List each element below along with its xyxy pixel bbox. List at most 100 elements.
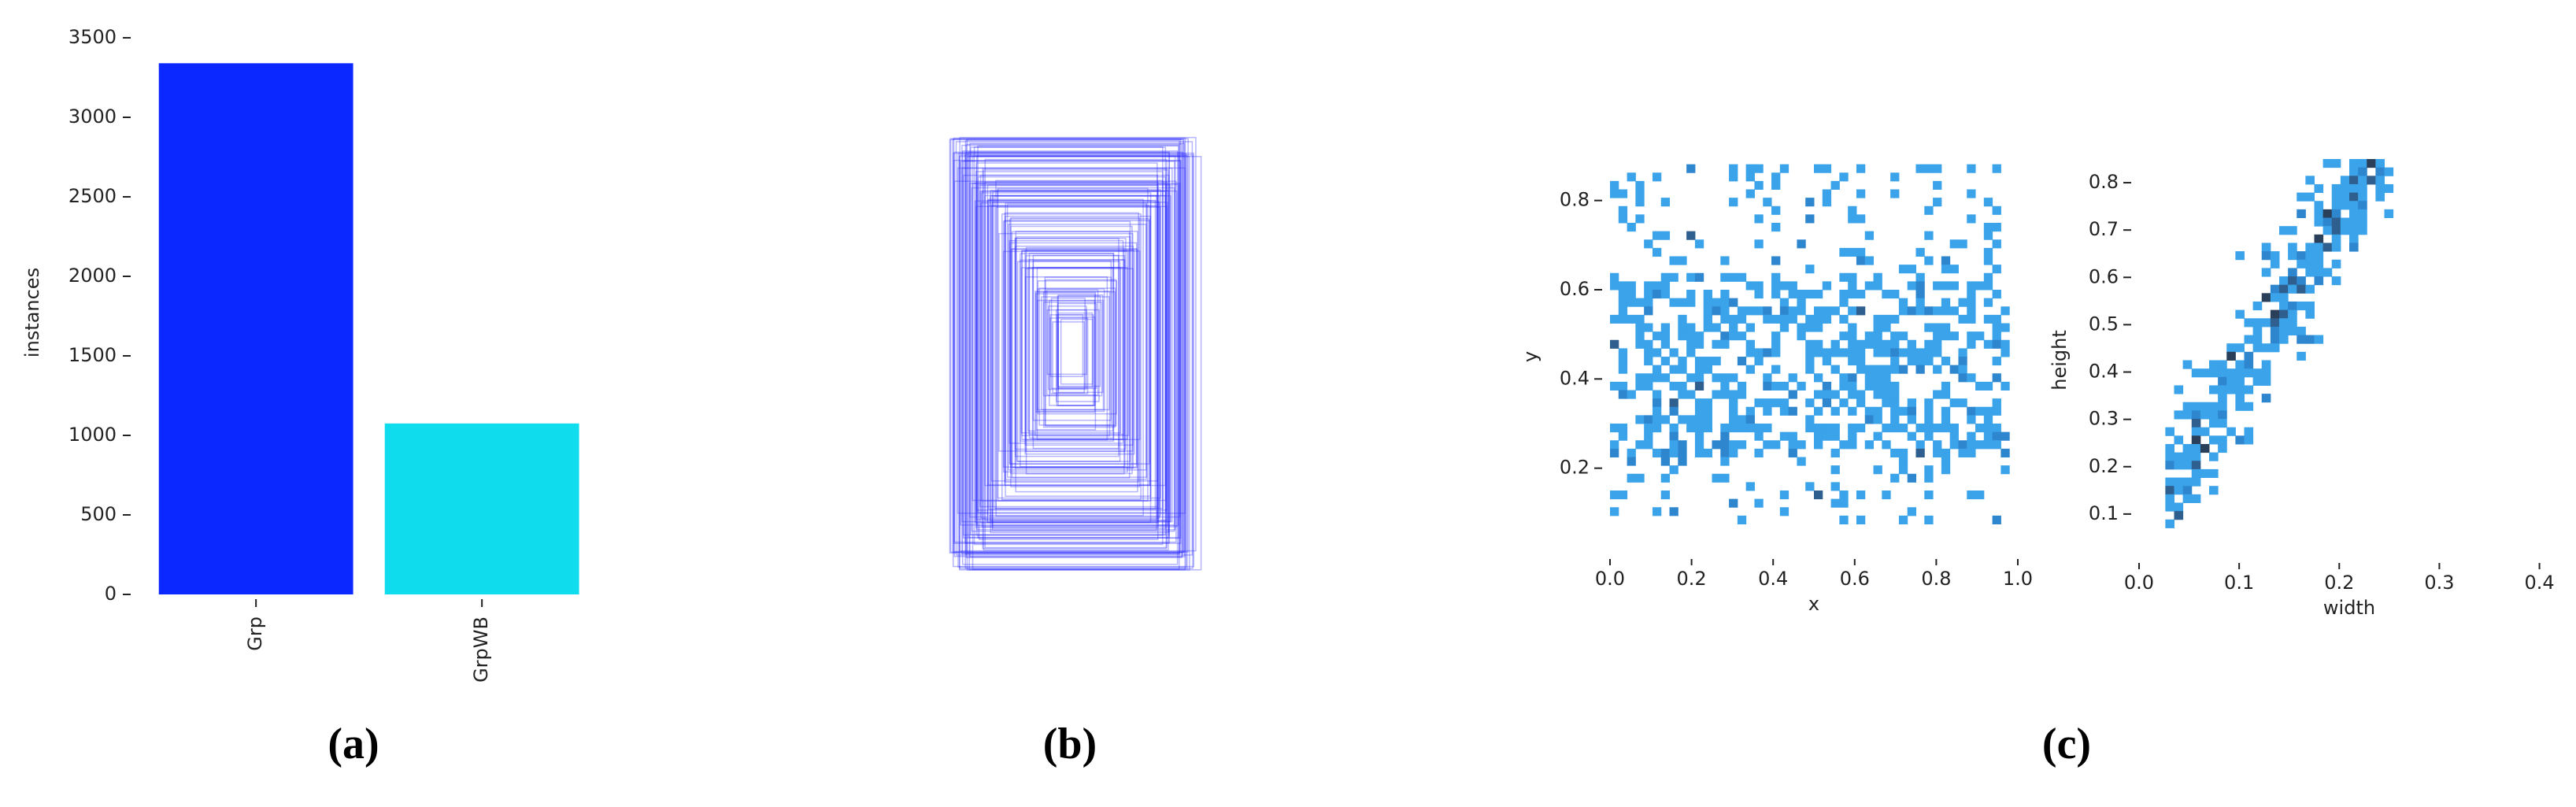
hist-cell — [1873, 314, 1882, 324]
hist-cell — [1856, 490, 1866, 500]
box-outline — [961, 150, 1179, 565]
hist-cell — [1839, 490, 1849, 500]
box-outline — [1017, 261, 1121, 462]
hist-cell — [1720, 440, 1730, 450]
box-outline — [953, 159, 1182, 544]
hist-cell — [2297, 251, 2306, 261]
hist-cell — [1686, 424, 1696, 433]
box-outline — [997, 187, 1149, 502]
box-outline — [970, 146, 1167, 535]
box-outline — [1042, 302, 1103, 397]
hist-cell — [2331, 259, 2341, 268]
hist-cell — [1678, 448, 1687, 457]
hist-cell — [1830, 448, 1840, 457]
hist-cell — [2349, 242, 2359, 252]
hist-cell — [1694, 415, 1704, 424]
box-outline — [975, 205, 1168, 511]
hist-cell — [1992, 406, 2001, 416]
hist-cell — [1771, 398, 1781, 408]
box-outline — [960, 160, 1175, 526]
hist-cell — [1644, 339, 1653, 349]
hist-cell — [1703, 398, 1712, 408]
hist-cell — [1890, 357, 1900, 366]
hist-cell — [2358, 217, 2367, 227]
hist-cell — [2000, 431, 2010, 441]
x-tick-label: 0.6 — [1840, 568, 1870, 590]
hist-cell — [1805, 398, 1815, 408]
box-outline — [998, 232, 1134, 452]
hist-cell — [1890, 381, 1900, 391]
hist-cell — [1644, 323, 1653, 332]
hist-cell — [1805, 348, 1815, 357]
hist-cell — [1830, 365, 1840, 374]
hist-cell — [2340, 192, 2350, 202]
y-tick-label: 3000 — [68, 106, 117, 128]
hist-cell — [1627, 448, 1636, 457]
hist-cell — [1898, 448, 1908, 457]
hist-cell — [1822, 424, 1832, 433]
hist-cell — [2165, 452, 2174, 461]
hist-cell — [2235, 368, 2245, 378]
hist-cell — [1712, 339, 1721, 349]
hist-cell — [1890, 448, 1900, 457]
hist-cell — [1737, 306, 1747, 316]
hist-cell — [1660, 490, 1671, 500]
box-outline — [949, 139, 1184, 554]
hist-cell — [1737, 272, 1747, 282]
hist-cell — [1745, 348, 1755, 357]
box-outline — [992, 191, 1167, 530]
box-outline — [1031, 266, 1128, 440]
hist-cell — [2165, 486, 2174, 495]
hist-cell — [1644, 415, 1653, 424]
hist-cell — [1864, 440, 1875, 450]
hist-cell — [1848, 424, 1857, 433]
hist-cell — [2331, 217, 2341, 227]
hist-cell — [2322, 217, 2333, 227]
box-outline — [1057, 312, 1094, 388]
hist-cell — [1627, 473, 1636, 483]
hist-cell — [1882, 290, 1891, 299]
hist-cell — [1720, 373, 1730, 383]
hist-cell — [1610, 339, 1619, 349]
box-outline — [1025, 255, 1126, 453]
hist-cell — [2218, 394, 2227, 403]
hist-cell — [1669, 398, 1678, 408]
box-outline — [1005, 202, 1147, 480]
hist-cell — [2314, 251, 2324, 261]
hist-cell — [1720, 448, 1730, 457]
hist-cell — [2297, 326, 2306, 336]
hist-cell — [1992, 339, 2001, 349]
hist-cell — [1694, 331, 1704, 341]
hist-cell — [1890, 172, 1900, 182]
hist-cell — [2235, 402, 2245, 411]
hist-cell — [1694, 339, 1704, 349]
hist-cell — [1915, 440, 1925, 450]
hist-cell — [1703, 448, 1712, 457]
hist-cell — [1779, 298, 1790, 307]
hist-cell — [2288, 284, 2297, 294]
hist-cell — [2182, 402, 2193, 411]
hist-cell — [1754, 239, 1764, 249]
hist-cell — [2244, 435, 2254, 445]
hist-cell — [1830, 306, 1840, 316]
x-tick-label: 0.2 — [2324, 572, 2354, 594]
hist-cell — [1686, 348, 1696, 357]
hist-cell — [1864, 406, 1875, 416]
hist-cell — [2244, 385, 2254, 394]
hist-cell — [2226, 376, 2236, 386]
hist-cell — [1618, 281, 1628, 291]
hist-cell — [1703, 365, 1712, 374]
hist-cell — [1763, 348, 1772, 357]
hist-cell — [2340, 176, 2350, 185]
hist-cell — [2297, 351, 2306, 361]
hist-cell — [2279, 301, 2289, 311]
hist-cell — [1924, 164, 1934, 173]
hist-cell — [2209, 435, 2219, 445]
hist-cell — [1788, 373, 1797, 383]
hist-cell — [1830, 180, 1840, 190]
hist-cell — [2182, 452, 2193, 461]
y-tick-label: 1500 — [68, 344, 117, 366]
hist-cell — [1635, 440, 1645, 450]
hist-cell — [2270, 343, 2280, 353]
hist-cell — [2226, 427, 2236, 436]
